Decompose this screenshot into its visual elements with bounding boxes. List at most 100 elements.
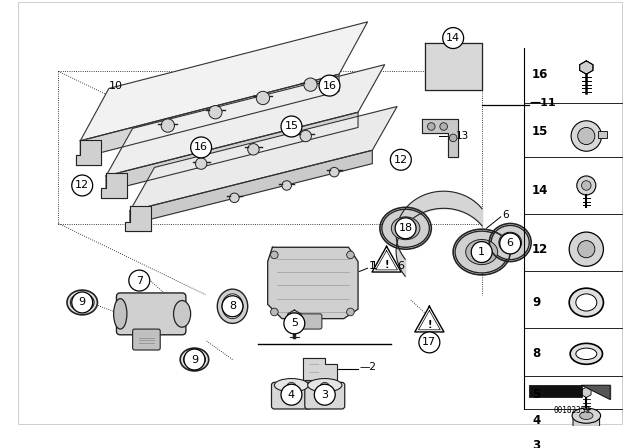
Text: 10: 10 bbox=[109, 81, 122, 90]
Circle shape bbox=[284, 313, 305, 334]
Ellipse shape bbox=[580, 412, 593, 419]
Circle shape bbox=[395, 218, 416, 239]
Ellipse shape bbox=[569, 288, 604, 317]
Circle shape bbox=[578, 241, 595, 258]
Ellipse shape bbox=[499, 232, 522, 253]
Ellipse shape bbox=[173, 301, 191, 327]
Circle shape bbox=[230, 193, 239, 202]
Text: 6: 6 bbox=[502, 210, 509, 220]
Text: —2: —2 bbox=[360, 362, 377, 372]
Text: !: ! bbox=[385, 260, 389, 270]
Text: 18: 18 bbox=[399, 223, 413, 233]
Polygon shape bbox=[415, 306, 444, 332]
Polygon shape bbox=[372, 246, 401, 272]
Text: 6: 6 bbox=[397, 261, 404, 271]
Polygon shape bbox=[422, 119, 458, 157]
Polygon shape bbox=[80, 74, 339, 158]
Text: 5: 5 bbox=[532, 388, 540, 401]
FancyBboxPatch shape bbox=[299, 314, 322, 329]
Polygon shape bbox=[76, 140, 101, 164]
FancyBboxPatch shape bbox=[305, 382, 345, 409]
Circle shape bbox=[314, 384, 335, 405]
Text: 14: 14 bbox=[532, 184, 548, 197]
Text: 3: 3 bbox=[532, 439, 540, 448]
Circle shape bbox=[281, 384, 302, 405]
Polygon shape bbox=[125, 207, 150, 231]
Circle shape bbox=[191, 137, 212, 158]
Polygon shape bbox=[582, 387, 591, 397]
Ellipse shape bbox=[222, 294, 243, 319]
Ellipse shape bbox=[308, 379, 342, 392]
Circle shape bbox=[419, 332, 440, 353]
Text: 1: 1 bbox=[369, 261, 376, 271]
Circle shape bbox=[500, 233, 521, 254]
Circle shape bbox=[271, 308, 278, 316]
Text: 7: 7 bbox=[136, 276, 143, 285]
Text: 8: 8 bbox=[532, 347, 540, 360]
Ellipse shape bbox=[217, 289, 248, 323]
Circle shape bbox=[582, 181, 591, 190]
Ellipse shape bbox=[492, 225, 529, 260]
Circle shape bbox=[578, 127, 595, 145]
Ellipse shape bbox=[275, 379, 308, 392]
Ellipse shape bbox=[180, 348, 209, 371]
Circle shape bbox=[330, 168, 339, 177]
Ellipse shape bbox=[572, 408, 600, 423]
Circle shape bbox=[319, 75, 340, 96]
Text: 16: 16 bbox=[532, 68, 548, 81]
Circle shape bbox=[347, 308, 355, 316]
Circle shape bbox=[428, 123, 435, 130]
Text: 15: 15 bbox=[284, 121, 298, 132]
Text: 16: 16 bbox=[194, 142, 208, 152]
Circle shape bbox=[569, 232, 604, 266]
Ellipse shape bbox=[573, 435, 600, 448]
Ellipse shape bbox=[576, 294, 596, 311]
Circle shape bbox=[281, 116, 302, 137]
Polygon shape bbox=[106, 65, 385, 176]
Ellipse shape bbox=[382, 209, 429, 247]
Ellipse shape bbox=[391, 217, 420, 240]
Text: 17: 17 bbox=[422, 337, 436, 347]
Circle shape bbox=[471, 241, 492, 263]
Polygon shape bbox=[303, 358, 337, 380]
Circle shape bbox=[209, 106, 222, 119]
Circle shape bbox=[222, 296, 243, 317]
Text: 8: 8 bbox=[229, 301, 236, 311]
Circle shape bbox=[443, 28, 463, 48]
Text: !: ! bbox=[427, 320, 431, 330]
Circle shape bbox=[256, 91, 269, 105]
Polygon shape bbox=[580, 61, 593, 74]
Circle shape bbox=[304, 78, 317, 91]
Text: —11: —11 bbox=[529, 98, 556, 108]
Text: 9: 9 bbox=[191, 354, 198, 365]
Ellipse shape bbox=[455, 231, 508, 273]
Ellipse shape bbox=[184, 351, 205, 368]
Polygon shape bbox=[106, 112, 358, 191]
Circle shape bbox=[287, 382, 296, 392]
Text: 3: 3 bbox=[321, 390, 328, 400]
Polygon shape bbox=[130, 107, 397, 211]
FancyBboxPatch shape bbox=[573, 414, 600, 433]
Circle shape bbox=[271, 251, 278, 258]
Text: 1: 1 bbox=[371, 261, 377, 271]
Text: 13: 13 bbox=[456, 131, 469, 141]
Bar bbox=[598, 131, 607, 138]
Circle shape bbox=[347, 251, 355, 258]
Polygon shape bbox=[582, 385, 610, 400]
Text: 00182359: 00182359 bbox=[554, 406, 591, 415]
Circle shape bbox=[184, 349, 205, 370]
FancyBboxPatch shape bbox=[271, 382, 312, 409]
Text: 6: 6 bbox=[507, 238, 514, 249]
Circle shape bbox=[195, 158, 207, 169]
Circle shape bbox=[248, 144, 259, 155]
Circle shape bbox=[72, 292, 93, 313]
Polygon shape bbox=[287, 310, 301, 324]
Polygon shape bbox=[424, 43, 482, 90]
Text: 16: 16 bbox=[323, 81, 337, 90]
Text: 9: 9 bbox=[532, 296, 540, 309]
Text: 14: 14 bbox=[446, 33, 460, 43]
Circle shape bbox=[72, 175, 93, 196]
Circle shape bbox=[161, 119, 175, 132]
Text: 12: 12 bbox=[75, 181, 90, 190]
Ellipse shape bbox=[70, 293, 94, 311]
